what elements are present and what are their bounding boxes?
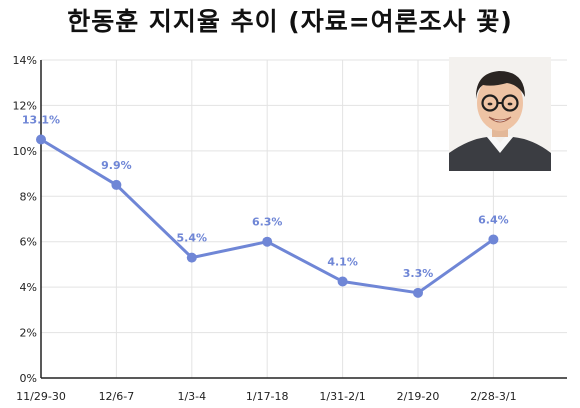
data-point [413,287,423,298]
data-point [111,179,122,190]
x-tick-label: 11/29-30 [16,390,66,403]
data-label: 13.1% [22,114,60,127]
y-tick-label: 10% [13,145,37,158]
x-tick-label: 2/19-20 [397,390,440,403]
axis-layer: 0% 2% 4% 6% 8% 10% 12% 14% 11/29-30 12/6-7 1/3-4 1/… [13,54,567,403]
data-label: 6.3% [252,216,283,229]
x-tick-label: 1/3-4 [177,390,206,403]
data-point [262,236,273,247]
x-tick-label: 2/28-3/1 [470,390,516,403]
data-label: 9.9% [101,159,132,172]
y-tick-label: 12% [13,99,37,112]
y-tick-label: 0% [20,372,37,385]
y-tick-label: 8% [20,190,37,203]
data-point [337,276,348,287]
grid-layer [41,59,567,378]
line-layer [36,134,499,298]
y-tick-label: 6% [20,236,37,249]
data-label: 6.4% [478,213,509,226]
data-point [488,234,499,245]
portrait-photo-icon [449,57,551,171]
label-layer: 13.1% 9.9% 5.4% 6.3% 4.1% 3.3% 6.4% [22,114,509,280]
data-label: 5.4% [177,232,208,245]
y-tick-label: 14% [13,54,37,67]
data-point [186,252,197,263]
y-tick-label: 2% [20,327,37,340]
data-point [36,134,46,145]
x-tick-label: 1/17-18 [246,390,289,403]
chart-title: 한동훈 지지율 추이 (자료=여론조사 꽃) [67,7,513,36]
data-label: 4.1% [327,255,358,268]
x-tick-label: 12/6-7 [99,390,135,403]
data-label: 3.3% [403,267,434,280]
y-tick-label: 4% [20,281,37,294]
x-tick-label: 1/31-2/1 [319,390,365,403]
